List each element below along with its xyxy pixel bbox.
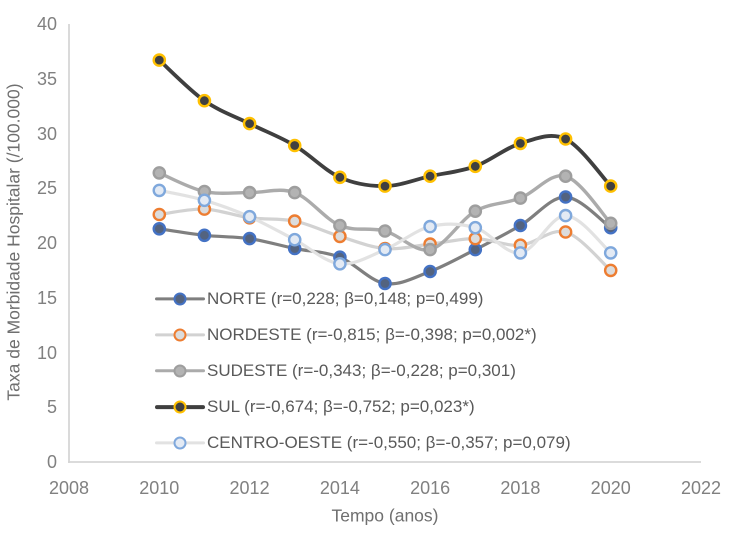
- data-point-sudeste: [287, 185, 302, 200]
- legend-item-nordeste: NORDESTE (r=-0,815; β=-0,398; p=0,002*): [155, 317, 571, 353]
- data-point-centro-oeste: [152, 183, 167, 198]
- legend-item-sudeste: SUDESTE (r=-0,343; β=-0,228; p=0,301): [155, 353, 571, 389]
- data-point-nordeste: [558, 225, 573, 239]
- data-point-sul: [513, 136, 528, 151]
- legend-swatch: [155, 292, 205, 306]
- y-tick-label: 35: [36, 68, 57, 89]
- y-tick-label: 10: [36, 342, 57, 363]
- x-tick-label: 2016: [410, 478, 451, 498]
- data-point-sudeste: [152, 166, 167, 180]
- y-tick-label: 20: [36, 233, 57, 253]
- data-point-centro-oeste: [197, 193, 212, 208]
- legend-label: NORDESTE (r=-0,815; β=-0,398; p=0,002*): [207, 325, 537, 344]
- data-point-sudeste: [423, 242, 437, 257]
- legend-item-norte: NORTE (r=0,228; β=0,148; p=0,499): [155, 281, 571, 317]
- data-point-sudeste: [378, 224, 392, 238]
- legend-marker-icon: [173, 364, 187, 378]
- legend-label: SUDESTE (r=-0,343; β=-0,228; p=0,301): [207, 361, 516, 380]
- data-point-centro-oeste: [558, 208, 573, 223]
- legend-marker-icon: [173, 436, 187, 450]
- data-point-norte: [558, 190, 573, 204]
- legend-label: SUL (r=-0,674; β=-0,752; p=0,023*): [207, 397, 475, 416]
- x-tick-label: 2010: [139, 478, 180, 498]
- data-point-sul: [242, 116, 257, 131]
- data-point-centro-oeste: [468, 220, 483, 235]
- data-point-sul: [333, 170, 347, 185]
- data-point-sul: [468, 159, 483, 174]
- data-point-nordeste: [152, 207, 167, 222]
- data-point-sul: [558, 132, 573, 146]
- legend-swatch: [155, 436, 205, 450]
- data-point-norte: [378, 276, 392, 291]
- data-point-centro-oeste: [242, 209, 257, 224]
- legend-label: CENTRO-OESTE (r=-0,550; β=-0,357; p=0,07…: [207, 433, 571, 452]
- data-point-sul: [603, 179, 618, 193]
- series-line-sul: [157, 58, 613, 189]
- legend-item-centro-oeste: CENTRO-OESTE (r=-0,550; β=-0,357; p=0,07…: [155, 425, 571, 461]
- data-point-norte: [242, 231, 257, 246]
- x-axis-title: Tempo (anos): [331, 505, 439, 526]
- data-point-sudeste: [242, 185, 257, 200]
- data-point-sul: [152, 53, 167, 67]
- data-point-sul: [197, 93, 212, 108]
- y-tick-label: 30: [36, 123, 57, 144]
- x-tick-label: 2020: [590, 478, 631, 498]
- y-tick-label: 5: [46, 397, 57, 418]
- data-point-norte: [468, 242, 483, 257]
- legend-marker-icon: [173, 292, 187, 306]
- legend-label: NORTE (r=0,228; β=0,148; p=0,499): [207, 289, 484, 308]
- legend-marker-icon: [173, 328, 187, 342]
- legend-item-sul: SUL (r=-0,674; β=-0,752; p=0,023*): [155, 389, 571, 425]
- y-tick-label: 25: [36, 178, 57, 199]
- legend-swatch: [155, 364, 205, 378]
- y-axis-title: Taxa de Morbidade Hospitalar (/100.000): [3, 83, 24, 401]
- data-point-centro-oeste: [287, 232, 302, 247]
- legend-swatch: [155, 400, 205, 414]
- y-tick-label: 15: [36, 287, 57, 308]
- data-point-centro-oeste: [423, 219, 437, 234]
- data-point-sudeste: [468, 204, 483, 218]
- x-tick-label: 2008: [48, 478, 90, 498]
- data-point-sudeste: [513, 191, 528, 205]
- x-tick-label: 2012: [229, 478, 270, 498]
- data-point-centro-oeste: [513, 246, 528, 260]
- x-tick-label: 2018: [500, 478, 541, 498]
- data-point-norte: [513, 218, 528, 233]
- y-tick-label: 0: [46, 452, 57, 472]
- data-point-centro-oeste: [603, 246, 618, 260]
- data-point-nordeste: [333, 229, 347, 244]
- legend: NORTE (r=0,228; β=0,148; p=0,499) NORDEST…: [155, 281, 571, 461]
- data-point-nordeste: [468, 231, 483, 246]
- y-tick-label: 40: [36, 14, 57, 34]
- series-line-nordeste: [157, 207, 613, 272]
- legend-swatch: [155, 328, 205, 342]
- data-point-sudeste: [558, 169, 573, 183]
- data-point-sul: [378, 179, 392, 193]
- data-point-centro-oeste: [333, 256, 347, 271]
- data-point-nordeste: [603, 263, 618, 278]
- x-tick-label: 2022: [680, 478, 722, 498]
- data-point-nordeste: [287, 214, 302, 228]
- data-point-sudeste: [333, 218, 347, 233]
- x-tick-label: 2014: [319, 478, 360, 498]
- data-point-centro-oeste: [378, 242, 392, 257]
- data-point-norte: [152, 221, 167, 236]
- data-point-sul: [287, 138, 302, 153]
- legend-marker-icon: [173, 400, 187, 414]
- data-point-sul: [423, 169, 437, 183]
- data-point-norte: [423, 264, 437, 279]
- data-point-norte: [197, 228, 212, 243]
- series-line-norte: [157, 195, 613, 286]
- data-point-sudeste: [603, 216, 618, 231]
